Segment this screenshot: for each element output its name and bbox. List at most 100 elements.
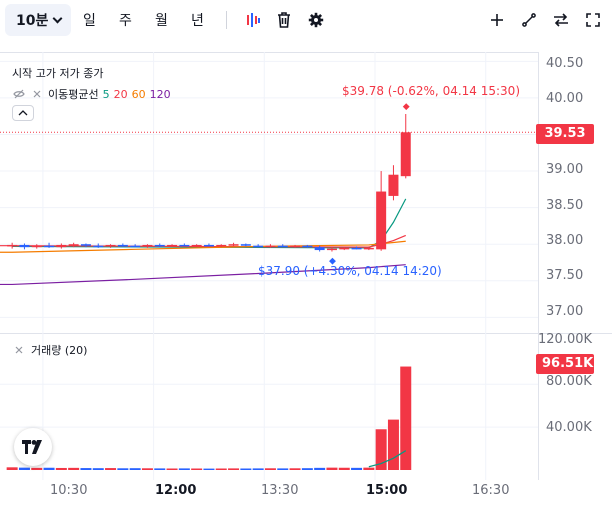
period-year[interactable]: 년 bbox=[191, 13, 204, 29]
price-tick: 37.00 bbox=[546, 304, 584, 319]
draw-line-icon[interactable] bbox=[519, 10, 539, 30]
candle-body bbox=[376, 191, 387, 250]
volume-bar bbox=[289, 468, 301, 470]
volume-bar bbox=[301, 468, 313, 470]
candle-body bbox=[44, 245, 55, 248]
candle-body bbox=[154, 244, 165, 247]
volume-bar bbox=[314, 467, 326, 470]
volume-legend-title: 거래량 (20) bbox=[31, 344, 88, 357]
candle-body bbox=[80, 244, 91, 246]
price-axis-border bbox=[538, 52, 539, 480]
price-tick: 37.50 bbox=[546, 268, 584, 283]
time-tick: 13:30 bbox=[261, 483, 299, 498]
price-tick: 38.00 bbox=[546, 233, 584, 248]
volume-legend: 거래량 (20) bbox=[12, 342, 87, 358]
candle-body bbox=[302, 245, 313, 248]
pane-separator bbox=[0, 333, 612, 334]
candle-body bbox=[203, 244, 214, 247]
chart-type-icon[interactable] bbox=[243, 10, 263, 30]
candle-body bbox=[240, 244, 251, 246]
ma-legend: 이동평균선 5 20 60 120 bbox=[12, 86, 171, 102]
volume-bar bbox=[43, 467, 55, 470]
candle-body bbox=[277, 245, 288, 248]
candle-body bbox=[314, 247, 325, 251]
price-chart[interactable]: ◆◆ bbox=[0, 0, 538, 480]
candle-body bbox=[19, 244, 30, 248]
candle-body bbox=[93, 245, 104, 248]
low-annotation: $37.90 (+4.30%, 04.14 14:20) bbox=[258, 264, 442, 278]
ma-120-label: 120 bbox=[149, 87, 171, 101]
ohlc-legend: 시작 고가 저가 종가 bbox=[12, 67, 104, 80]
candle-body bbox=[179, 244, 190, 247]
time-tick: 10:30 bbox=[50, 483, 88, 498]
volume-bar bbox=[166, 468, 178, 470]
candle-body bbox=[167, 244, 178, 247]
volume-bar bbox=[228, 468, 240, 470]
candle-body bbox=[326, 248, 337, 251]
volume-bar bbox=[203, 468, 215, 470]
candle-body bbox=[216, 244, 227, 247]
volume-bar bbox=[129, 468, 141, 470]
candle-body bbox=[351, 247, 362, 250]
current-volume-tag: 96.51K bbox=[536, 354, 594, 374]
volume-bar bbox=[18, 467, 30, 470]
volume-bar bbox=[105, 468, 117, 470]
candle-body bbox=[105, 244, 116, 247]
candle-body bbox=[117, 244, 128, 247]
close-icon[interactable] bbox=[12, 343, 26, 357]
time-tick: 15:00 bbox=[366, 483, 408, 498]
ma-60-label: 60 bbox=[131, 87, 146, 101]
ma-60-line bbox=[0, 240, 406, 253]
top-pane-border bbox=[0, 52, 538, 53]
volume-bar bbox=[68, 467, 80, 470]
volume-bar bbox=[191, 468, 203, 470]
period-day[interactable]: 일 bbox=[83, 13, 96, 29]
volume-bar bbox=[363, 467, 375, 470]
candle-body bbox=[142, 244, 153, 247]
fullscreen-icon[interactable] bbox=[583, 10, 603, 30]
current-price-tag: 39.53 bbox=[536, 124, 594, 144]
trash-icon[interactable] bbox=[274, 10, 294, 30]
volume-bar bbox=[92, 468, 104, 470]
price-tick: 38.50 bbox=[546, 198, 584, 213]
volume-bar bbox=[264, 468, 276, 470]
candle-body bbox=[68, 244, 79, 246]
volume-tick: 80.00K bbox=[546, 374, 592, 389]
volume-bar bbox=[141, 468, 153, 470]
ma-legend-title: 이동평균선 bbox=[48, 88, 99, 101]
low-marker: ◆ bbox=[329, 257, 336, 267]
time-tick: 16:30 bbox=[472, 483, 510, 498]
volume-bar bbox=[387, 419, 399, 470]
interval-dropdown[interactable]: 10분 bbox=[5, 4, 71, 36]
candle-body bbox=[400, 132, 411, 177]
candle-body bbox=[130, 245, 141, 248]
volume-bar bbox=[326, 467, 338, 470]
candle-body bbox=[31, 245, 42, 248]
plus-icon[interactable] bbox=[487, 10, 507, 30]
period-week[interactable]: 주 bbox=[119, 13, 132, 29]
candle-body bbox=[56, 244, 67, 248]
interval-label: 10분 bbox=[16, 13, 49, 29]
close-icon[interactable] bbox=[30, 87, 44, 101]
volume-bar bbox=[6, 467, 18, 470]
top-toolbar: 10분 일 주 월 년 bbox=[0, 0, 612, 40]
candle-body bbox=[388, 174, 399, 196]
collapse-legend-button[interactable] bbox=[12, 105, 34, 121]
volume-bar bbox=[375, 429, 387, 470]
volume-bar bbox=[277, 468, 289, 470]
ma-120-line bbox=[0, 264, 406, 286]
candle-body bbox=[290, 245, 301, 248]
volume-tick: 40.00K bbox=[546, 420, 592, 435]
tradingview-logo[interactable] bbox=[14, 428, 52, 466]
gear-icon[interactable] bbox=[306, 10, 326, 30]
period-month[interactable]: 월 bbox=[155, 13, 168, 29]
volume-bar bbox=[55, 467, 67, 470]
eye-off-icon[interactable] bbox=[12, 87, 26, 101]
price-tick: 40.00 bbox=[546, 91, 584, 106]
candle-body bbox=[228, 244, 239, 246]
candle-body bbox=[363, 247, 374, 250]
volume-bar bbox=[178, 468, 190, 470]
toolbar-divider bbox=[226, 11, 227, 29]
compare-icon[interactable] bbox=[551, 10, 571, 30]
volume-ma-line bbox=[368, 450, 407, 468]
